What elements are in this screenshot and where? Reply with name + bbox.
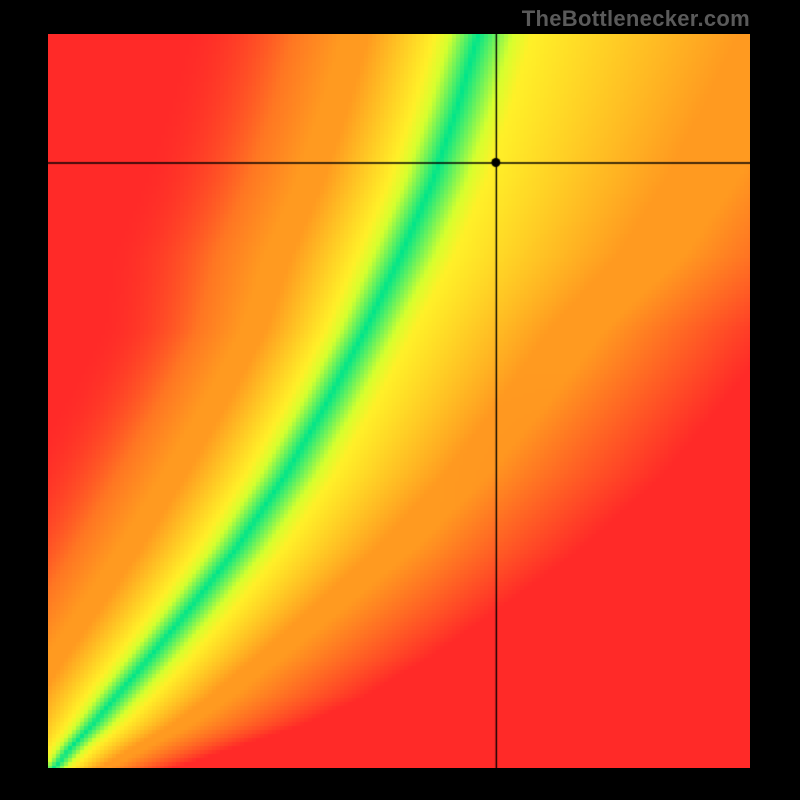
watermark-text: TheBottlenecker.com	[522, 6, 750, 32]
heatmap-plot	[48, 34, 750, 768]
heatmap-canvas	[48, 34, 750, 768]
